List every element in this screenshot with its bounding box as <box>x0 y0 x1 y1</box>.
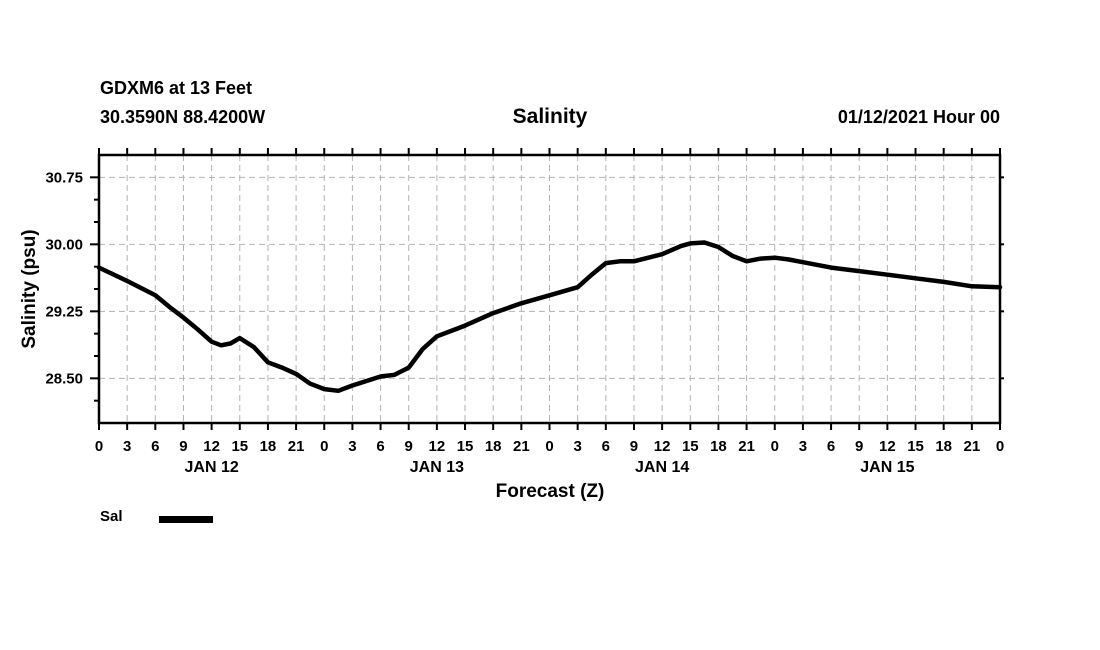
y-tick-label: 30.75 <box>45 169 83 186</box>
x-tick-label: 3 <box>348 438 356 455</box>
legend-label: Sal <box>100 508 123 525</box>
x-tick-label: 15 <box>457 438 474 455</box>
legend-line-swatch <box>159 516 213 523</box>
x-day-label: JAN 12 <box>185 459 239 476</box>
y-tick-label: 30.00 <box>45 236 83 253</box>
station-id: GDXM6 at 13 Feet <box>100 78 253 98</box>
x-day-label: JAN 13 <box>410 459 464 476</box>
x-tick-label: 6 <box>827 438 835 455</box>
x-tick-label: 9 <box>405 438 413 455</box>
x-tick-label: 15 <box>907 438 924 455</box>
x-tick-label: 6 <box>602 438 610 455</box>
x-tick-label: 0 <box>95 438 103 455</box>
x-tick-label: 6 <box>376 438 384 455</box>
chart-title: Salinity <box>512 105 588 128</box>
x-tick-label: 0 <box>320 438 328 455</box>
x-tick-label: 12 <box>879 438 896 455</box>
x-tick-label: 21 <box>738 438 755 455</box>
x-tick-label: 3 <box>123 438 131 455</box>
x-tick-label: 21 <box>288 438 305 455</box>
x-day-label: JAN 15 <box>860 459 914 476</box>
y-tick-label: 28.50 <box>45 370 83 387</box>
x-tick-label: 0 <box>545 438 553 455</box>
x-tick-label: 15 <box>682 438 699 455</box>
x-tick-label: 0 <box>996 438 1004 455</box>
x-tick-label: 9 <box>855 438 863 455</box>
x-tick-label: 18 <box>260 438 277 455</box>
salinity-line-chart: 30.75 30.00 29.25 28.50 0 3 6 9 12 15 18 21 0 3 6 9 12 15… <box>45 148 1004 476</box>
x-tick-label: 21 <box>513 438 530 455</box>
station-coordinates: 30.3590N 88.4200W <box>100 107 266 127</box>
x-axis-title: Forecast (Z) <box>495 481 605 502</box>
y-tick-label: 29.25 <box>45 303 83 320</box>
x-day-label: JAN 14 <box>635 459 689 476</box>
x-tick-label: 21 <box>964 438 981 455</box>
x-tick-label: 12 <box>429 438 446 455</box>
x-tick-label: 6 <box>151 438 159 455</box>
x-tick-label: 3 <box>573 438 581 455</box>
salinity-series-line <box>96 240 1003 394</box>
x-tick-label: 15 <box>231 438 248 455</box>
x-tick-label: 9 <box>179 438 187 455</box>
x-tick-label: 18 <box>710 438 727 455</box>
x-tick-label: 18 <box>485 438 502 455</box>
x-tick-label: 3 <box>799 438 807 455</box>
forecast-cycle-datetime: 01/12/2021 Hour 00 <box>837 107 1000 127</box>
x-tick-label: 0 <box>771 438 779 455</box>
x-tick-label: 9 <box>630 438 638 455</box>
x-tick-label: 18 <box>935 438 952 455</box>
x-tick-label: 12 <box>654 438 671 455</box>
x-tick-label: 12 <box>203 438 220 455</box>
